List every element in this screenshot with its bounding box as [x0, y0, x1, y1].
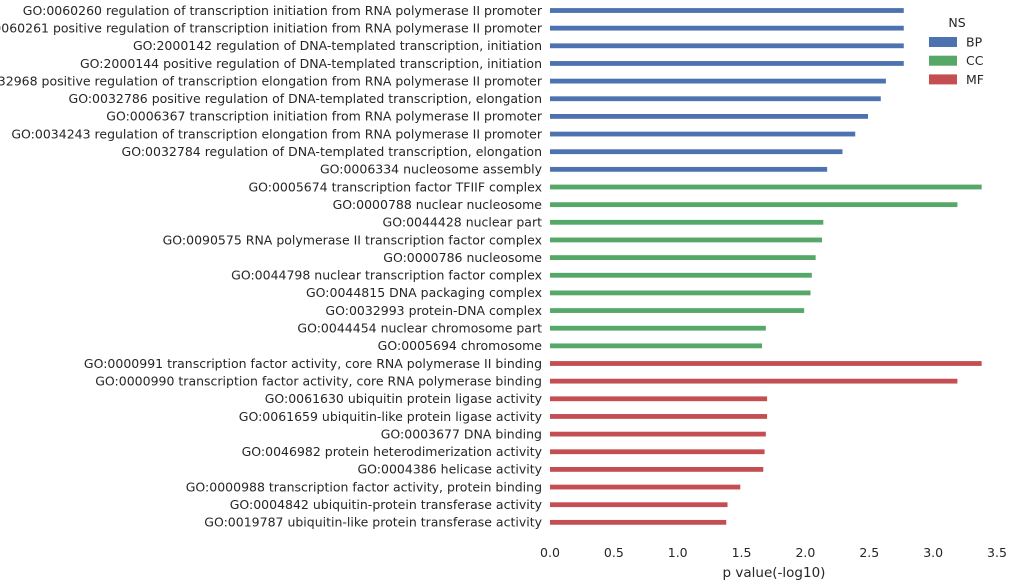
bar-cc: [550, 255, 816, 260]
category-label: GO:0044454 nuclear chromosome part: [297, 321, 542, 336]
bar-mf: [550, 484, 741, 490]
bar-cc: [550, 219, 824, 225]
bar-cc: [550, 184, 982, 190]
bar-mf: [550, 519, 727, 525]
category-label: GO:0006334 nucleosome assembly: [320, 162, 543, 177]
category-label: GO:0005694 chromosome: [378, 338, 543, 353]
bar-bp: [550, 131, 856, 137]
x-tick-label: 3.0: [923, 545, 943, 560]
x-tick-label: 2.5: [859, 545, 879, 560]
x-tick-label: 3.5: [987, 545, 1007, 560]
x-tick-label: 2.0: [795, 545, 815, 560]
x-tick-label: 1.5: [732, 545, 752, 560]
bar-mf: [550, 502, 728, 508]
bar-cc: [550, 343, 763, 349]
category-label: GO:0046982 protein heterodimerization ac…: [242, 444, 543, 459]
category-label: GO:2000142 regulation of DNA-templated t…: [133, 38, 542, 53]
bar-bp: [550, 61, 904, 66]
legend-label-cc: CC: [966, 53, 984, 68]
bar-cc: [550, 325, 766, 331]
category-label: GO:0004842 ubiquitin-protein transferase…: [230, 497, 543, 512]
bar-cc: [550, 202, 958, 208]
bar-mf: [550, 467, 764, 472]
category-label: GO:2000144 positive regulation of DNA-te…: [80, 56, 542, 71]
bar-mf: [550, 361, 982, 366]
bar-cc: [550, 308, 805, 313]
x-axis-ticks: 0.0 0.5 1.0 1.5 2.0 2.5 3.0 3.5: [540, 545, 1007, 560]
x-tick-label: 1.0: [668, 545, 688, 560]
bar-mf: [550, 378, 958, 384]
category-label: GO:0000990 transcription factor activity…: [95, 373, 542, 388]
bar-bp: [550, 8, 904, 13]
category-label: GO:0061659 ubiquitin-like protein ligase…: [239, 409, 543, 424]
legend-label-mf: MF: [966, 72, 984, 87]
bar-bp: [550, 43, 904, 49]
bar-mf: [550, 431, 766, 437]
category-label: GO:0060261 positive regulation of transc…: [0, 20, 543, 35]
category-label: GO:0004386 helicase activity: [357, 462, 542, 477]
category-label: GO:0000991 transcription factor activity…: [84, 356, 542, 371]
category-label: GO:0032968 positive regulation of transc…: [0, 73, 543, 88]
legend-swatch-mf: [929, 74, 957, 85]
category-label: GO:0019787 ubiquitin-like protein transf…: [204, 515, 542, 530]
bar-cc: [550, 237, 823, 243]
bar-cc: [550, 290, 811, 296]
legend-swatch-cc: [929, 55, 957, 66]
category-label: GO:0061630 ubiquitin protein ligase acti…: [265, 391, 543, 406]
category-label: GO:0000788 nuclear nucleosome: [333, 197, 543, 212]
x-tick-label: 0.0: [540, 545, 560, 560]
category-label: GO:0034243 regulation of transcription e…: [11, 126, 542, 141]
category-label: GO:0005674 transcription factor TFIIF co…: [248, 179, 542, 194]
legend-title: NS: [948, 15, 965, 30]
category-label: GO:0032993 protein-DNA complex: [325, 303, 542, 318]
bar-mf: [550, 414, 768, 419]
legend-label-bp: BP: [966, 35, 983, 50]
bar-bp: [550, 149, 843, 155]
bar-mf: [550, 396, 768, 402]
legend-swatch-bp: [929, 37, 957, 47]
category-label: GO:0044815 DNA packaging complex: [306, 285, 542, 300]
category-label: GO:0000786 nucleosome: [383, 250, 542, 265]
category-label: GO:0003677 DNA binding: [381, 426, 542, 441]
category-label: GO:0000988 transcription factor activity…: [186, 479, 542, 494]
bar-group: [550, 8, 982, 525]
category-label: GO:0032784 regulation of DNA-templated t…: [122, 144, 542, 159]
category-label: GO:0060260 regulation of transcription i…: [23, 3, 543, 18]
bar-bp: [550, 96, 881, 102]
category-label: GO:0044428 nuclear part: [383, 215, 543, 230]
bar-bp: [550, 166, 828, 172]
bar-bp: [550, 78, 886, 84]
x-axis-label: p value(-log10): [723, 565, 826, 581]
category-label: GO:0006367 transcription initiation from…: [106, 109, 543, 124]
bar-bp: [550, 25, 904, 31]
bar-cc: [550, 272, 812, 278]
category-label: GO:0090575 RNA polymerase II transcripti…: [163, 232, 542, 247]
bar-mf: [550, 449, 765, 455]
category-label: GO:0032786 positive regulation of DNA-te…: [69, 91, 542, 106]
bar-bp: [550, 114, 869, 119]
category-labels: GO:0060260 regulation of transcription i…: [0, 3, 543, 530]
category-label: GO:0044798 nuclear transcription factor …: [231, 268, 542, 283]
x-tick-label: 0.5: [604, 545, 624, 560]
